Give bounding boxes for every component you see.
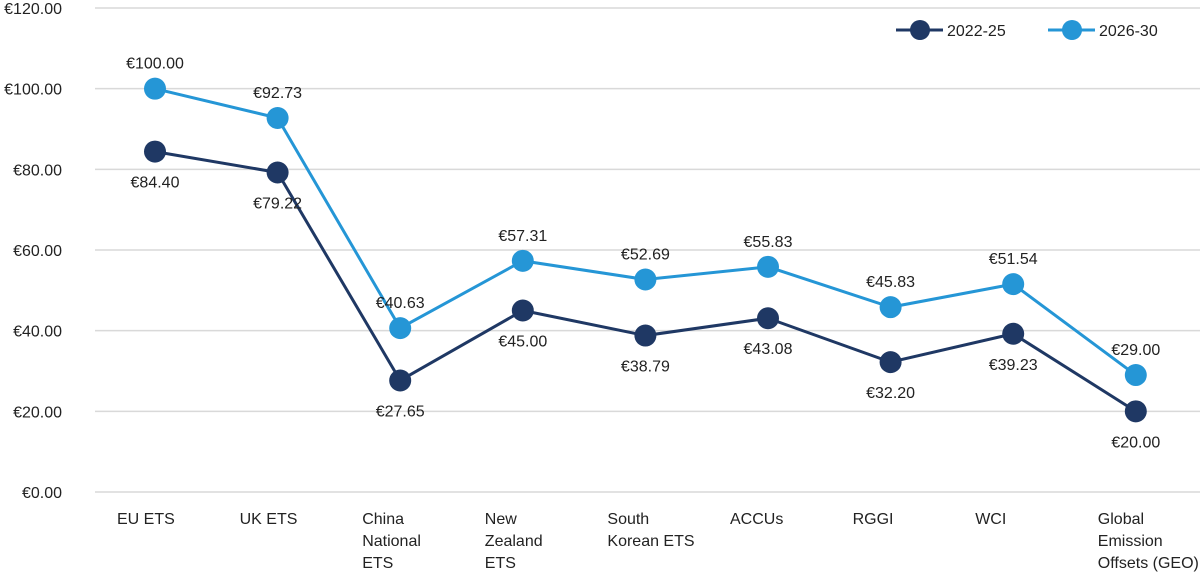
data-label: €79.22	[253, 195, 302, 212]
legend-label: 2026-30	[1099, 23, 1158, 40]
x-tick-label-line: RGGI	[853, 511, 894, 528]
data-label: €84.40	[131, 175, 180, 192]
data-point	[757, 255, 779, 278]
data-point	[1002, 322, 1025, 345]
x-tick-label-line: ETS	[362, 555, 393, 572]
legend-item-2022-25: 2022-25	[896, 20, 1006, 40]
series-2026-30: €100.00 €92.73 €40.63 €57.31 €52.69 €55.83 €45…	[126, 56, 1160, 387]
data-point	[634, 268, 657, 291]
y-tick-label: €20.00	[13, 404, 62, 421]
data-point	[266, 161, 289, 184]
data-label: €32.20	[866, 385, 915, 402]
x-tick-label-line: WCI	[975, 511, 1006, 528]
legend-item-2026-30: 2026-30	[1048, 20, 1158, 40]
data-point	[511, 249, 534, 272]
legend-marker	[1062, 20, 1082, 40]
data-point	[1124, 400, 1147, 423]
x-tick-label: Global Emission Offsets (GEO)	[1098, 511, 1199, 572]
x-tick-label-line: EU ETS	[117, 511, 175, 528]
y-tick-label: €80.00	[13, 162, 62, 179]
x-tick-label-line: Zealand	[485, 533, 543, 550]
legend-marker	[910, 20, 930, 40]
data-label: €43.08	[744, 341, 793, 358]
x-axis: EU ETS UK ETS China National ETS New Zealand ET…	[117, 511, 1199, 572]
x-tick-label-line: Emission	[1098, 533, 1163, 550]
x-tick-label-line: New	[485, 511, 517, 528]
data-label: €45.00	[498, 334, 547, 351]
data-point	[389, 317, 412, 340]
data-point	[757, 307, 779, 330]
data-point	[879, 296, 902, 319]
x-tick-label: China National ETS	[362, 511, 421, 572]
x-tick-label: UK ETS	[240, 511, 298, 528]
x-tick-label-line: South	[607, 511, 649, 528]
data-point	[1002, 273, 1025, 296]
data-label: €40.63	[376, 295, 425, 312]
x-tick-label-line: Offsets (GEO)	[1098, 555, 1199, 572]
x-tick-label-line: Korean ETS	[607, 533, 694, 550]
x-tick-label-line: UK ETS	[240, 511, 298, 528]
x-tick-label: ACCUs	[730, 511, 783, 528]
y-axis: €0.00 €20.00 €40.00 €60.00 €80.00 €100.00 €120…	[4, 1, 62, 502]
data-label: €39.23	[989, 357, 1038, 374]
data-label: €55.83	[744, 234, 793, 251]
data-label: €52.69	[621, 246, 670, 263]
data-label: €57.31	[498, 228, 547, 245]
data-label: €27.65	[376, 403, 425, 420]
x-tick-label: WCI	[975, 511, 1006, 528]
x-tick-label-line: Global	[1098, 511, 1144, 528]
legend-label: 2022-25	[947, 23, 1006, 40]
x-tick-label-line: ACCUs	[730, 511, 783, 528]
series-group: €84.40 €79.22 €27.65 €45.00 €38.79 €43.08 €32.…	[126, 56, 1160, 452]
data-point	[634, 324, 657, 347]
data-point	[144, 77, 166, 100]
data-label: €51.54	[989, 251, 1038, 268]
legend: 2022-25 2026-30	[896, 20, 1158, 40]
data-label: €45.83	[866, 274, 915, 291]
series-2022-25: €84.40 €79.22 €27.65 €45.00 €38.79 €43.08 €32.…	[131, 140, 1160, 451]
y-tick-label: €100.00	[4, 82, 62, 99]
data-label: €20.00	[1111, 434, 1160, 451]
y-tick-label: €120.00	[4, 1, 62, 18]
data-point	[879, 351, 902, 374]
data-point	[511, 299, 534, 322]
x-tick-label-line: National	[362, 533, 421, 550]
data-point	[1124, 364, 1147, 387]
y-tick-label: €60.00	[13, 243, 62, 260]
x-tick-label: South Korean ETS	[607, 511, 694, 550]
data-point	[389, 369, 412, 392]
x-tick-label-line: China	[362, 511, 404, 528]
x-tick-label: EU ETS	[117, 511, 175, 528]
data-label: €100.00	[126, 56, 184, 73]
y-tick-label: €0.00	[22, 485, 62, 502]
x-tick-label-line: ETS	[485, 555, 516, 572]
y-tick-label: €40.00	[13, 324, 62, 341]
data-point	[266, 106, 289, 129]
data-label: €38.79	[621, 359, 670, 376]
x-tick-label: RGGI	[853, 511, 894, 528]
x-tick-label: New Zealand ETS	[485, 511, 543, 572]
data-label: €29.00	[1111, 342, 1160, 359]
data-label: €92.73	[253, 85, 302, 102]
data-point	[144, 140, 166, 163]
